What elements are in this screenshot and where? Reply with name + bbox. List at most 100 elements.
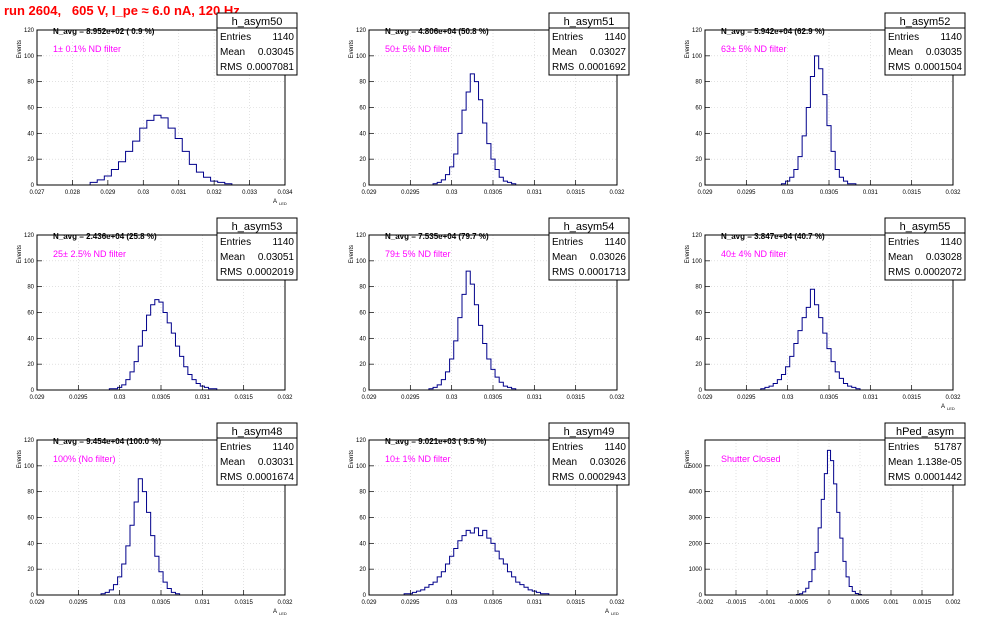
x-tick-label: 0.029 [100,190,116,196]
y-tick-label: 20 [359,157,366,163]
y-tick-label: 4000 [689,490,703,496]
y-tick-label: 20 [359,362,366,368]
x-tick-label: 0.032 [609,190,625,196]
x-tick-label: 0.032 [277,395,293,401]
stats-box [216,12,298,76]
stat-value: 1140 [940,237,962,248]
x-tick-label: -0.0015 [726,600,747,606]
navg-label: N_avg = 9.454e+04 (100.0 %) [53,437,161,446]
histogram-line-hPed_asym [795,449,863,595]
filter-note: 79± 5% ND filter [385,249,450,259]
x-tick-label: 0.0295 [401,190,420,196]
x-tick-label: 0.031 [195,395,211,401]
x-tick-label: 0.0305 [484,600,503,606]
x-tick-label: 0.029 [361,395,377,401]
histogram-name: h_asym53 [232,221,283,233]
histogram-line-h_asym53 [108,299,218,390]
stat-value: 0.0001442 [915,472,963,483]
stat-value: 1.138e-05 [917,457,962,468]
x-tick-label: 0.03 [782,395,794,401]
x-tick-label: -0.001 [758,600,776,606]
y-tick-label: 40 [27,541,34,547]
x-tick-label: 0.0315 [902,190,921,196]
x-tick-label: 0.0295 [737,190,756,196]
panel-h_asym51: 0.029 0.0295 0.03 0.0305 0.031 0.0315 0.032 0 20… [349,12,630,196]
stat-label: RMS [552,472,575,483]
y-tick-label: 80 [27,490,34,496]
y-tick-label: 20 [27,157,34,163]
x-tick-label: 0.029 [697,190,713,196]
filter-note: 40± 4% ND filter [721,249,786,259]
y-axis-title: Events [17,40,23,58]
y-axis-title: Events [349,40,355,58]
y-tick-label: 80 [27,80,34,86]
x-tick-label: 0.03 [782,190,794,196]
y-tick-label: 0 [31,593,35,599]
x-tick-label: 0.03 [114,395,126,401]
stat-value: 1140 [272,237,294,248]
histogram-name: h_asym48 [232,426,283,438]
stat-value: 1140 [604,32,626,43]
y-axis-title: Events [17,450,23,468]
y-tick-label: 0 [363,183,367,189]
y-tick-label: 120 [24,438,35,444]
navg-label: N_avg = 4.806e+04 (50.8 %) [385,27,489,36]
stat-value: 0.0001713 [579,267,627,278]
x-tick-label: 0.029 [29,395,45,401]
x-tick-label: 0.0305 [484,190,503,196]
histogram-name: hPed_asym [896,426,954,438]
y-tick-label: 100 [24,54,35,60]
x-tick-label: 0.033 [242,190,258,196]
stats-box [548,12,630,76]
stats-box [548,217,630,281]
y-tick-label: 120 [356,28,367,34]
y-tick-label: 20 [359,567,366,573]
x-tick-label: 0.0295 [69,395,88,401]
x-tick-label: 0.03 [446,395,458,401]
x-tick-label: 0.001 [883,600,899,606]
y-tick-label: 0 [31,388,35,394]
x-tick-label: 0.029 [361,190,377,196]
stat-label: RMS [220,472,243,483]
histogram-name: h_asym54 [564,221,615,233]
x-tick-label: 0.0315 [234,395,253,401]
y-tick-label: 20 [695,157,702,163]
x-tick-label: 0.0295 [69,600,88,606]
stat-label: RMS [552,267,575,278]
y-tick-label: 0 [363,388,367,394]
histogram-line-h_asym48 [100,478,181,595]
stat-value: 1140 [272,32,294,43]
stat-value: 0.03026 [590,252,627,263]
y-tick-label: 120 [356,438,367,444]
stats-box [884,12,966,76]
y-tick-label: 100 [24,259,35,265]
x-tick-label: 0.031 [527,190,543,196]
y-tick-label: 100 [24,464,35,470]
y-tick-label: 80 [695,80,702,86]
y-tick-label: 100 [692,54,703,60]
panel-h_asym55: 0.029 0.0295 0.03 0.0305 0.031 0.0315 0.032 0 20… [685,217,966,411]
x-tick-label: -0.002 [696,600,714,606]
stat-value: 0.03026 [590,457,627,468]
stat-value: 0.0002943 [579,472,627,483]
x-tick-label: 0.032 [609,395,625,401]
y-tick-label: 60 [359,516,366,522]
y-tick-label: 20 [27,362,34,368]
stat-label: RMS [220,62,243,73]
panel-h_asym50: 0.027 0.028 0.029 0.03 0.031 0.032 0.033 0.034 0… [17,12,298,206]
stat-value: 0.03031 [258,457,295,468]
y-tick-label: 100 [356,259,367,265]
filter-note: 25± 2.5% ND filter [53,249,126,259]
stat-label: Mean [888,252,913,263]
x-axis-title: A LED [273,609,287,616]
y-tick-label: 120 [24,28,35,34]
x-tick-label: 0.029 [29,600,45,606]
stat-label: Mean [888,457,913,468]
y-axis-title: Events [17,245,23,263]
y-axis-title: Events [349,245,355,263]
histogram-line-h_asym49 [403,527,550,595]
histogram-line-h_asym51 [432,73,517,185]
x-tick-label: 0.03 [137,190,149,196]
y-tick-label: 80 [359,490,366,496]
x-tick-label: 0.032 [945,190,961,196]
